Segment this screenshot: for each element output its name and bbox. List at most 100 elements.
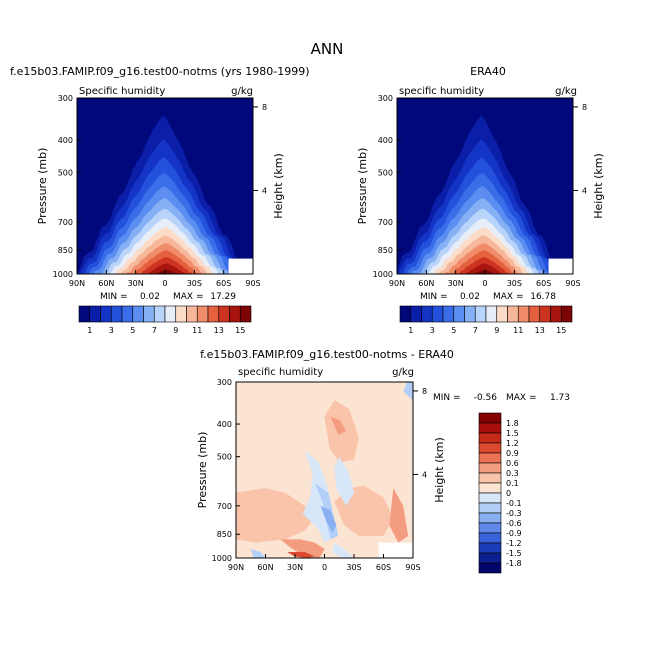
colorbar-label: 1	[87, 326, 92, 335]
colorbar-box	[478, 422, 502, 434]
panel-diff-variable: specific humidity	[238, 367, 323, 378]
colorbar-box	[560, 305, 573, 323]
colorbar-box	[207, 305, 220, 323]
panel-diff-ylabel-right: Height (km)	[433, 437, 446, 503]
panel-model-field	[77, 98, 253, 274]
colorbar-label: 1.2	[506, 439, 519, 448]
humidity-band	[465, 263, 503, 274]
panel-diff-y-tick-label: 700	[217, 502, 232, 511]
colorbar-box	[478, 532, 502, 544]
colorbar-box	[528, 305, 541, 323]
colorbar-label: 7	[152, 326, 157, 335]
colorbar-label: 9	[173, 326, 178, 335]
humidity-band	[147, 263, 186, 274]
panel-era40-height-tick-label: 4	[582, 186, 587, 195]
colorbar-label: 1.8	[506, 419, 519, 428]
panel-diff-field	[236, 382, 413, 558]
colorbar-label: -0.3	[506, 509, 522, 518]
panel-era40-max-label: MAX =	[493, 292, 524, 302]
panel-diff-x-tick-label: 60S	[376, 563, 391, 572]
colorbar-box	[164, 305, 177, 323]
panel-era40-y-tick-label: 700	[378, 218, 393, 227]
diff-positive-region	[236, 488, 315, 543]
panel-model: f.e15b03.FAMIP.f09_g16.test00-notms (yrs…	[10, 65, 310, 335]
colorbar-box	[196, 305, 209, 323]
panel-diff-x-tick-label: 60N	[257, 563, 273, 572]
colorbar-box	[478, 492, 502, 504]
colorbar-box	[478, 442, 502, 454]
diff-positive-region	[280, 539, 325, 558]
colorbar-box	[78, 305, 91, 323]
panel-model-y-tick-label: 700	[58, 218, 73, 227]
panel-diff-units: g/kg	[392, 367, 414, 378]
panel-diff-x-tick-label: 90N	[228, 563, 244, 572]
panel-diff-height-tick-label: 4	[422, 470, 427, 479]
panel-diff-x-tick-label: 90S	[405, 563, 420, 572]
panel-model-x-tick-label: 60S	[216, 279, 231, 288]
panel-diff-axes: 90N 60N 30N 0 30S 60S 90S 300 400 500 700 850 1000 8 4	[212, 378, 427, 572]
panel-model-x-tick-label: 0	[162, 279, 167, 288]
colorbar-box	[89, 305, 101, 323]
panel-model-x-tick-label: 30S	[187, 279, 202, 288]
panel-era40-x-tick-label: 90N	[389, 279, 405, 288]
panel-era40-axes: 90N 60N 30N 0 30S 60S 90S 300 400 500 700 850 1000 8 4	[373, 94, 587, 288]
colorbar-box	[517, 305, 530, 323]
colorbar-label: 7	[473, 326, 478, 335]
panel-model-max-label: MAX =	[173, 292, 204, 302]
panel-era40-y-tick-label: 850	[378, 246, 393, 255]
colorbar-box	[100, 305, 112, 323]
panel-diff-ylabel: Pressure (mb)	[196, 432, 209, 509]
missing-data	[548, 258, 573, 274]
panel-era40-x-tick-label: 30N	[448, 279, 464, 288]
panel-era40-x-tick-label: 60S	[536, 279, 551, 288]
panel-model-ylabel-right: Height (km)	[272, 153, 285, 219]
panel-model-units: g/kg	[231, 86, 253, 97]
panel-model-title: f.e15b03.FAMIP.f09_g16.test00-notms (yrs…	[10, 65, 310, 78]
panel-era40-title: ERA40	[470, 65, 506, 78]
panel-era40-y-tick-label: 500	[378, 169, 393, 178]
panel-diff-x-tick-label: 0	[322, 563, 327, 572]
colorbar-label: 0.9	[506, 449, 519, 458]
colorbar-label: 0.6	[506, 459, 519, 468]
panel-model-x-tick-label: 30N	[128, 279, 144, 288]
panel-diff-max-value: 1.73	[550, 393, 570, 403]
colorbar-box	[478, 462, 502, 474]
diff-positive-region	[287, 552, 315, 558]
panel-model-y-tick-label: 1000	[53, 270, 73, 279]
colorbar-label: 3	[430, 326, 435, 335]
panel-diff-y-tick-label: 300	[217, 378, 232, 387]
panel-model-variable: Specific humidity	[79, 86, 165, 97]
panel-model-y-tick-label: 300	[58, 94, 73, 103]
colorbar-box	[478, 562, 502, 574]
diff-negative-region	[334, 456, 354, 506]
panel-diff-colorbar: 1.81.51.20.90.60.30.10-0.1-0.3-0.6-0.9-1…	[478, 412, 522, 574]
colorbar-box	[478, 432, 502, 444]
colorbar-label: 5	[451, 326, 456, 335]
colorbar-label: -0.1	[506, 499, 522, 508]
humidity-band	[474, 269, 495, 274]
panel-model-y-tick-label: 850	[58, 246, 73, 255]
panel-model-colorbar: 1 3 5 7 9 11 13 15	[78, 305, 252, 335]
panel-model-min-label: MIN =	[100, 292, 128, 302]
colorbar-label: -1.8	[506, 559, 522, 568]
panel-model-x-tick-label: 60N	[98, 279, 114, 288]
diff-positive-region	[389, 488, 409, 543]
panel-model-y-tick-label: 500	[58, 169, 73, 178]
panel-era40-x-tick-label: 60N	[418, 279, 434, 288]
panel-model-x-tick-label: 90N	[69, 279, 85, 288]
panel-era40-ylabel: Pressure (mb)	[356, 148, 369, 225]
missing-data	[378, 542, 413, 558]
colorbar-label: 0	[506, 489, 511, 498]
colorbar-box	[478, 542, 502, 554]
colorbar-box	[453, 305, 465, 323]
panel-diff-height-tick-label: 8	[422, 387, 427, 396]
colorbar-box	[478, 452, 502, 464]
colorbar-label: 5	[130, 326, 135, 335]
colorbar-label: 13	[535, 326, 545, 335]
colorbar-box	[421, 305, 433, 323]
panel-model-ylabel: Pressure (mb)	[36, 148, 49, 225]
colorbar-box	[478, 482, 502, 494]
humidity-band	[156, 269, 178, 274]
panel-era40-y-tick-label: 400	[378, 136, 393, 145]
colorbar-box	[186, 305, 198, 323]
